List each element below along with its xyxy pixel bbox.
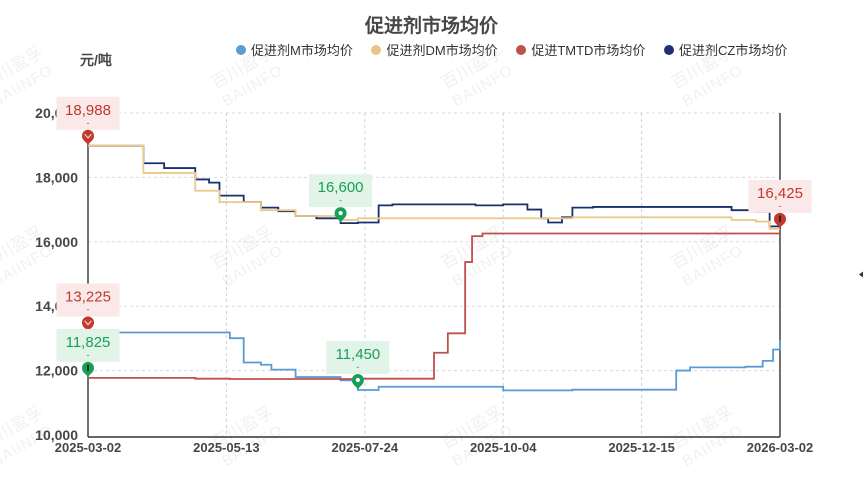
svg-text:18,988: 18,988 [65,102,111,119]
svg-text:-: - [339,195,342,205]
svg-text:2025-03-02: 2025-03-02 [55,440,122,455]
svg-text:-: - [356,362,359,372]
svg-text:-: - [779,201,782,211]
svg-text:-: - [87,350,90,360]
svg-text:2025-07-24: 2025-07-24 [332,440,399,455]
svg-text:2025-05-13: 2025-05-13 [193,440,260,455]
svg-text:2025-12-15: 2025-12-15 [608,440,675,455]
svg-text:2025-10-04: 2025-10-04 [470,440,537,455]
svg-text:11,450: 11,450 [335,346,380,363]
svg-text:12,000: 12,000 [35,363,78,379]
svg-text:11,825: 11,825 [66,334,111,351]
svg-text:-: - [87,305,90,315]
svg-text:2026-03-02: 2026-03-02 [747,440,814,455]
svg-text:16,000: 16,000 [35,234,78,250]
svg-text:16,600: 16,600 [318,179,364,196]
svg-text:16,425: 16,425 [757,185,803,202]
svg-text:13,225: 13,225 [65,289,111,306]
svg-text:18,000: 18,000 [35,169,78,185]
svg-text:-: - [87,118,90,128]
